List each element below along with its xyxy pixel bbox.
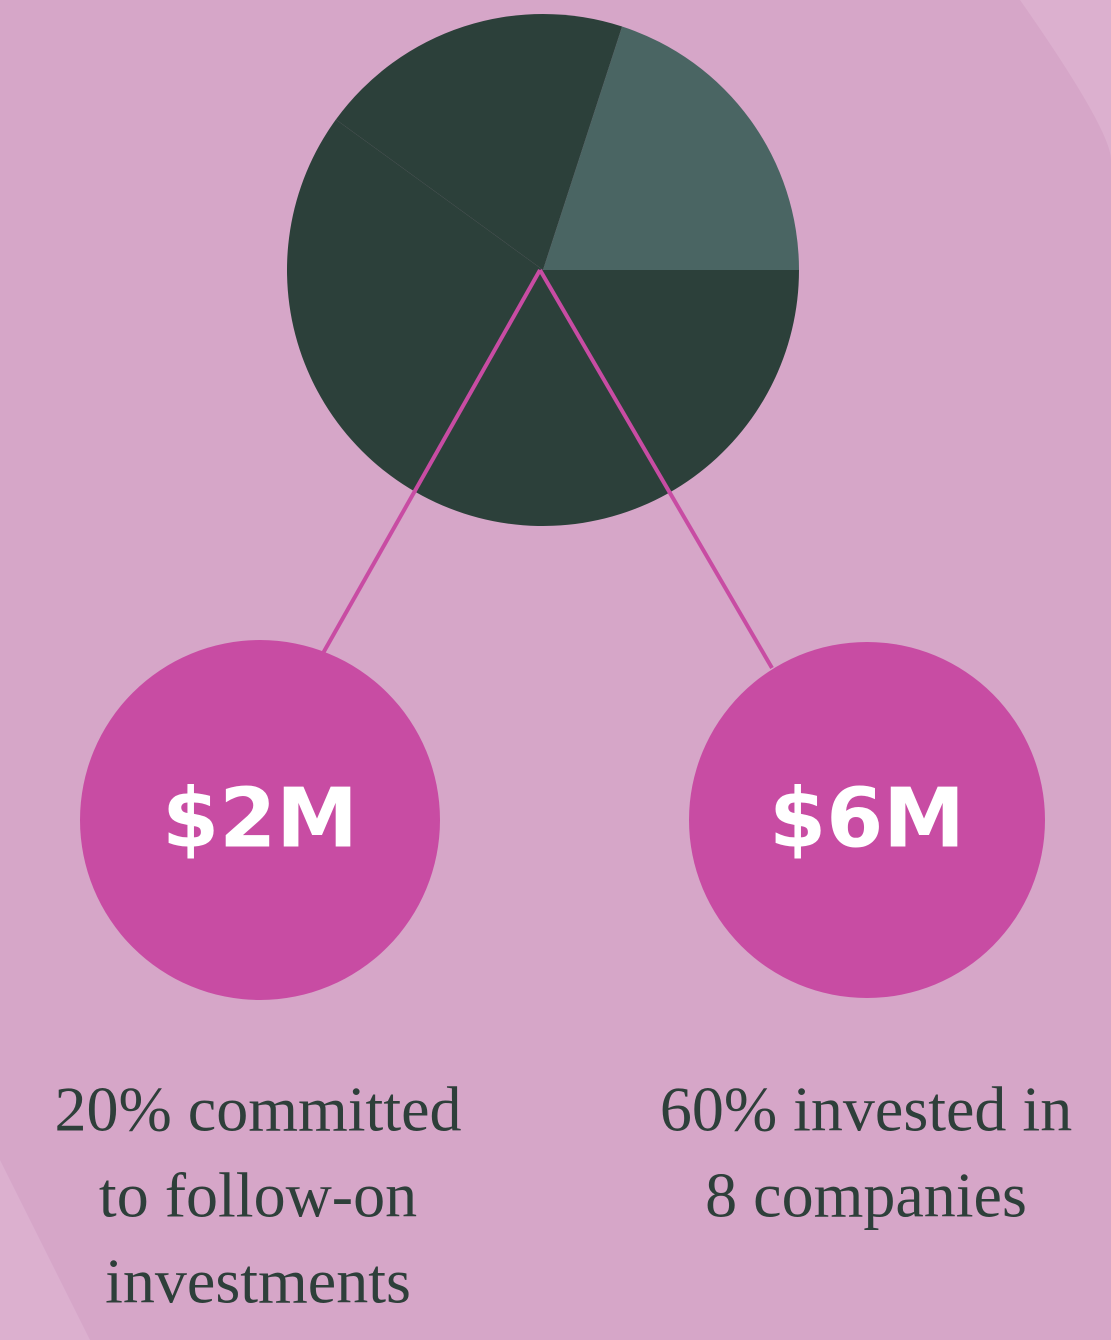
callout-amount: $6M	[769, 771, 965, 866]
callout-circle	[80, 640, 440, 1000]
background-arc	[1020, 0, 1111, 160]
callout-text: to follow-on	[99, 1160, 417, 1231]
callout-text: 20% committed	[54, 1074, 461, 1145]
callout-text: 8 companies	[705, 1160, 1027, 1231]
pie-slice	[335, 13, 623, 270]
connector-line	[320, 269, 542, 656]
connector-line	[538, 268, 774, 670]
pie-slice	[286, 119, 799, 527]
callout-circle	[689, 642, 1045, 998]
callout-text: 60% invested in	[660, 1074, 1072, 1145]
pie-slice	[543, 26, 799, 271]
background-arc	[0, 1160, 90, 1340]
callout-amount: $2M	[162, 771, 358, 866]
pie	[286, 13, 799, 527]
callout-text: investments	[105, 1246, 411, 1317]
callouts: $2M 20% committed to follow-on investments $…	[54, 268, 1072, 1317]
